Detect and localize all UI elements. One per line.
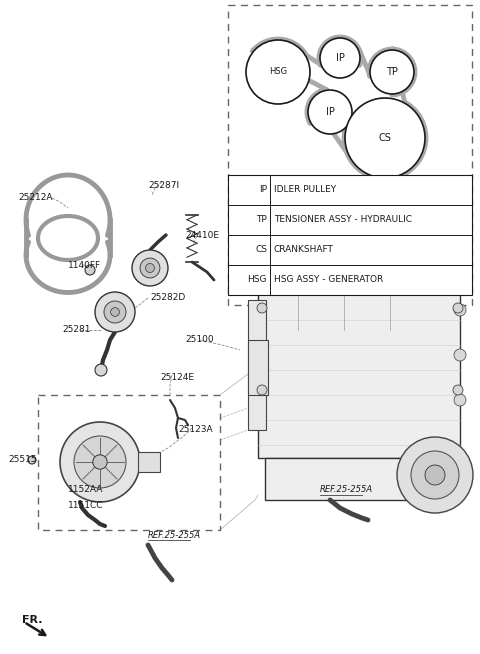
Text: IP: IP: [325, 107, 335, 117]
Circle shape: [74, 436, 126, 488]
Circle shape: [110, 307, 120, 317]
Circle shape: [261, 226, 289, 254]
Circle shape: [396, 198, 404, 206]
Circle shape: [397, 437, 473, 513]
Circle shape: [353, 226, 381, 254]
Circle shape: [95, 292, 135, 332]
Circle shape: [261, 198, 269, 206]
Circle shape: [411, 451, 459, 499]
Text: IP: IP: [336, 53, 345, 63]
Bar: [258, 283, 460, 458]
Text: HSG: HSG: [248, 275, 267, 284]
Circle shape: [405, 232, 421, 248]
Text: TP: TP: [256, 216, 267, 224]
Text: 25281: 25281: [62, 326, 91, 334]
Text: TP: TP: [386, 67, 398, 77]
Bar: [248, 300, 266, 430]
Text: 25123A: 25123A: [178, 426, 213, 434]
Circle shape: [140, 258, 160, 278]
Circle shape: [132, 250, 168, 286]
Circle shape: [60, 422, 140, 502]
Text: HSG ASSY - GENERATOR: HSG ASSY - GENERATOR: [274, 275, 383, 284]
Text: REF.25-255A: REF.25-255A: [148, 530, 201, 540]
Text: CRANKSHAFT: CRANKSHAFT: [274, 245, 334, 254]
Circle shape: [93, 455, 107, 469]
Text: REF.25-255A: REF.25-255A: [320, 485, 373, 494]
Circle shape: [320, 38, 360, 78]
Circle shape: [246, 40, 310, 104]
Text: 25282D: 25282D: [150, 294, 185, 303]
Text: FR.: FR.: [22, 615, 43, 625]
Circle shape: [257, 303, 267, 313]
Text: TENSIONER ASSY - HYDRAULIC: TENSIONER ASSY - HYDRAULIC: [274, 216, 412, 224]
Circle shape: [351, 198, 359, 206]
Text: 1151CC: 1151CC: [68, 500, 104, 509]
Bar: [228, 175, 472, 295]
Bar: [258, 198, 460, 283]
Circle shape: [453, 385, 463, 395]
Circle shape: [95, 364, 107, 376]
Text: 25515: 25515: [8, 455, 36, 464]
Circle shape: [145, 264, 155, 273]
Bar: [265, 458, 453, 500]
Circle shape: [306, 198, 314, 206]
Circle shape: [359, 232, 375, 248]
Text: 1152AA: 1152AA: [68, 485, 103, 494]
Circle shape: [345, 98, 425, 178]
Circle shape: [399, 226, 427, 254]
Circle shape: [85, 265, 95, 275]
Text: IP: IP: [259, 186, 267, 194]
Text: 25212A: 25212A: [18, 194, 52, 203]
Circle shape: [104, 301, 126, 323]
Text: IDLER PULLEY: IDLER PULLEY: [274, 186, 336, 194]
Circle shape: [257, 385, 267, 395]
Circle shape: [454, 394, 466, 406]
Text: 1140FF: 1140FF: [68, 260, 101, 269]
Circle shape: [454, 349, 466, 361]
Text: 25124E: 25124E: [160, 373, 194, 383]
Bar: [228, 5, 472, 305]
Circle shape: [446, 198, 454, 206]
Circle shape: [28, 456, 36, 464]
Circle shape: [370, 50, 414, 94]
Circle shape: [267, 232, 283, 248]
Circle shape: [425, 465, 445, 485]
Circle shape: [454, 304, 466, 316]
Circle shape: [308, 90, 352, 134]
Bar: [38, 395, 220, 530]
Bar: [248, 340, 268, 395]
Circle shape: [307, 226, 335, 254]
Circle shape: [453, 303, 463, 313]
Text: CS: CS: [255, 245, 267, 254]
Bar: [138, 452, 160, 472]
Text: 24410E: 24410E: [185, 230, 219, 239]
Text: HSG: HSG: [269, 67, 287, 77]
Circle shape: [313, 232, 329, 248]
Text: 25287I: 25287I: [148, 181, 179, 190]
Text: 25100: 25100: [185, 336, 214, 345]
Text: CS: CS: [379, 133, 391, 143]
